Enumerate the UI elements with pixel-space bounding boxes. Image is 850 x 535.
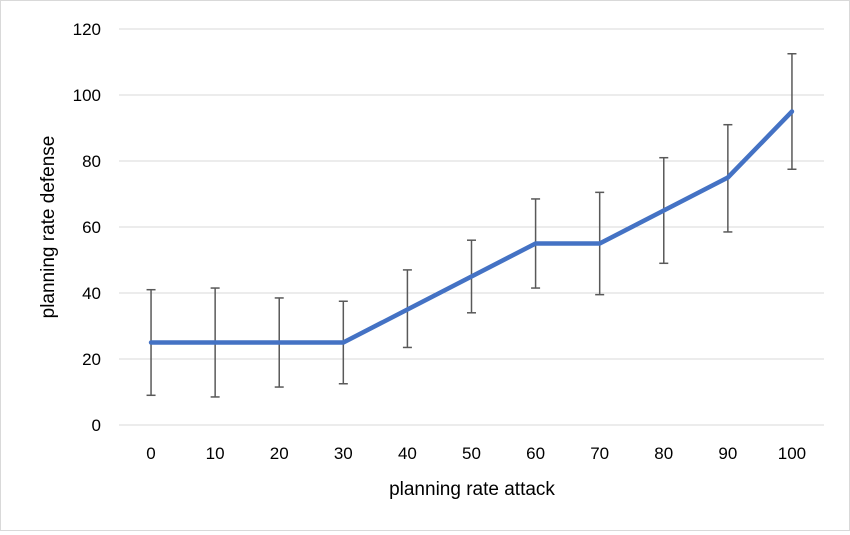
y-tick-label: 40 <box>82 284 101 303</box>
gridlines <box>119 28 824 426</box>
x-tick-label: 30 <box>334 444 353 463</box>
x-tick-label: 20 <box>270 444 289 463</box>
x-axis-title: planning rate attack <box>389 479 555 500</box>
series-group <box>148 109 795 345</box>
y-tick-label: 80 <box>82 152 101 171</box>
y-tick-label: 100 <box>73 86 101 105</box>
x-tick-label: 50 <box>462 444 481 463</box>
x-tick-labels: 0 10 20 30 40 50 60 70 80 90 100 <box>146 444 806 463</box>
y-tick-labels: 0 20 40 60 80 100 120 <box>73 20 101 435</box>
series-line <box>148 109 795 345</box>
y-tick-label: 20 <box>82 350 101 369</box>
y-tick-label: 60 <box>82 218 101 237</box>
x-tick-label: 100 <box>778 444 806 463</box>
x-tick-label: 0 <box>146 444 155 463</box>
error-bars <box>146 53 797 398</box>
x-tick-label: 40 <box>398 444 417 463</box>
x-tick-label: 10 <box>206 444 225 463</box>
x-tick-label: 80 <box>654 444 673 463</box>
x-tick-label: 90 <box>718 444 737 463</box>
x-tick-label: 60 <box>526 444 545 463</box>
y-tick-label: 120 <box>73 20 101 39</box>
x-tick-label: 70 <box>590 444 609 463</box>
y-axis-title: planning rate defense <box>38 136 59 319</box>
y-tick-label: 0 <box>92 416 101 435</box>
